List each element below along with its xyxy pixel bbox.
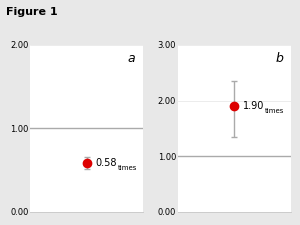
Text: 1.90: 1.90 [243,101,265,111]
Text: Figure 1: Figure 1 [6,7,58,17]
Text: a: a [128,52,136,65]
Text: 0.58: 0.58 [96,158,117,168]
Text: times: times [118,165,137,171]
Text: times: times [265,108,284,114]
Text: b: b [275,52,283,65]
